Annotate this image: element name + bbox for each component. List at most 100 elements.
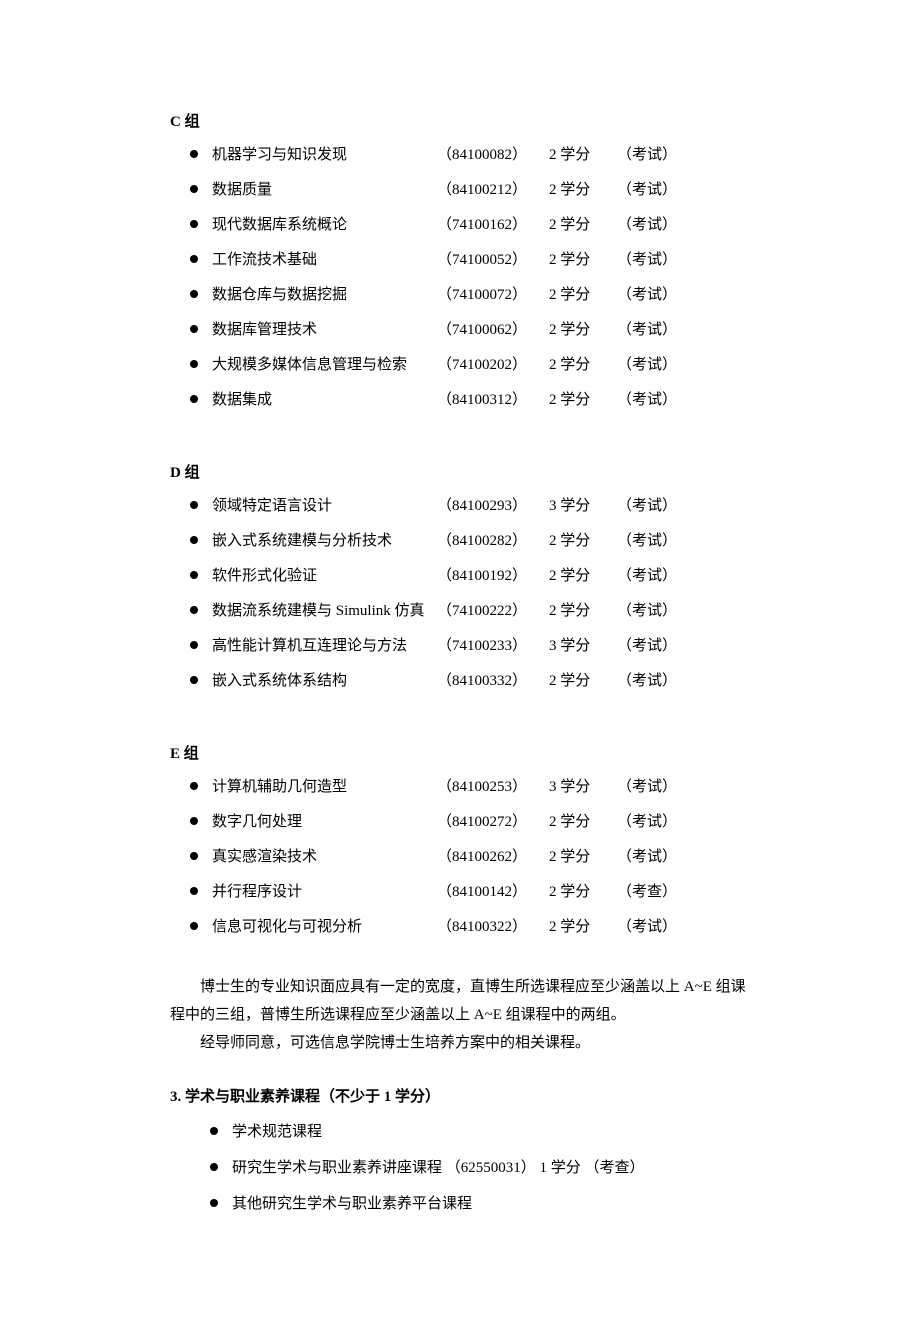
course-code: （74100072） [437,285,549,306]
course-list: 机器学习与知识发现（84100082）2 学分（考试）数据质量（84100212… [190,145,755,411]
bullet-icon [190,817,198,825]
course-credits: 2 学分 [549,180,617,201]
course-name: 计算机辅助几何造型 [212,777,437,798]
bullet-icon [190,395,198,403]
course-credits: 3 学分 [549,777,617,798]
course-item: 工作流技术基础（74100052）2 学分（考试） [190,250,755,271]
course-name: 数据质量 [212,180,437,201]
course-code: （74100202） [437,355,549,376]
course-assessment: （考试） [617,285,677,306]
course-item: 真实感渲染技术（84100262）2 学分（考试） [190,847,755,868]
course-assessment: （考查） [617,882,677,903]
course-code: （84100272） [437,812,549,833]
course-code: （84100282） [437,531,549,552]
course-credits: 2 学分 [549,917,617,938]
section-3-item: 研究生学术与职业素养讲座课程 （62550031） 1 学分 （考查） [210,1156,755,1180]
course-code: （74100233） [437,636,549,657]
course-name: 嵌入式系统建模与分析技术 [212,531,437,552]
bullet-icon [190,606,198,614]
course-code: （84100332） [437,671,549,692]
course-assessment: （考试） [617,566,677,587]
course-assessment: （考试） [617,601,677,622]
course-item: 计算机辅助几何造型（84100253）3 学分（考试） [190,777,755,798]
course-name: 大规模多媒体信息管理与检索 [212,355,437,376]
bullet-icon [190,360,198,368]
bullet-icon [190,325,198,333]
section-3-item-text: 其他研究生学术与职业素养平台课程 [232,1192,755,1216]
section-3-heading: 3. 学术与职业素养课程（不少于 1 学分） [170,1085,755,1106]
course-code: （74100052） [437,250,549,271]
course-code: （84100142） [437,882,549,903]
bullet-icon [190,185,198,193]
course-assessment: （考试） [617,145,677,166]
course-item: 领域特定语言设计（84100293）3 学分（考试） [190,496,755,517]
course-assessment: （考试） [617,355,677,376]
course-name: 数据流系统建模与 Simulink 仿真 [212,601,437,622]
course-credits: 2 学分 [549,847,617,868]
course-name: 高性能计算机互连理论与方法 [212,636,437,657]
course-name: 真实感渲染技术 [212,847,437,868]
group-heading: E 组 [170,742,755,763]
course-credits: 2 学分 [549,566,617,587]
course-assessment: （考试） [617,777,677,798]
course-code: （84100212） [437,180,549,201]
course-assessment: （考试） [617,812,677,833]
course-credits: 2 学分 [549,215,617,236]
bullet-icon [190,290,198,298]
bullet-icon [190,676,198,684]
course-groups: C 组机器学习与知识发现（84100082）2 学分（考试）数据质量（84100… [170,110,755,938]
course-item: 数据库管理技术（74100062）2 学分（考试） [190,320,755,341]
bullet-icon [190,922,198,930]
course-name: 并行程序设计 [212,882,437,903]
bullet-icon [210,1163,218,1171]
course-assessment: （考试） [617,847,677,868]
course-assessment: （考试） [617,390,677,411]
course-item: 并行程序设计（84100142）2 学分（考查） [190,882,755,903]
course-assessment: （考试） [617,180,677,201]
course-credits: 3 学分 [549,636,617,657]
bullet-icon [190,150,198,158]
course-item: 软件形式化验证（84100192）2 学分（考试） [190,566,755,587]
course-name: 嵌入式系统体系结构 [212,671,437,692]
course-assessment: （考试） [617,496,677,517]
course-assessment: （考试） [617,671,677,692]
description-paragraphs: 博士生的专业知识面应具有一定的宽度，直博生所选课程应至少涵盖以上 A~E 组课程… [170,974,755,1057]
course-item: 嵌入式系统建模与分析技术（84100282）2 学分（考试） [190,531,755,552]
course-name: 工作流技术基础 [212,250,437,271]
course-credits: 2 学分 [549,531,617,552]
course-code: （84100262） [437,847,549,868]
bullet-icon [190,852,198,860]
course-credits: 2 学分 [549,145,617,166]
section-3-item-text: 学术规范课程 [232,1120,755,1144]
course-item: 大规模多媒体信息管理与检索（74100202）2 学分（考试） [190,355,755,376]
paragraph-2: 经导师同意，可选信息学院博士生培养方案中的相关课程。 [170,1030,755,1058]
course-assessment: （考试） [617,215,677,236]
course-name: 机器学习与知识发现 [212,145,437,166]
course-code: （84100082） [437,145,549,166]
course-code: （74100222） [437,601,549,622]
course-item: 数据质量（84100212）2 学分（考试） [190,180,755,201]
course-credits: 2 学分 [549,390,617,411]
group-heading: C 组 [170,110,755,131]
course-name: 数据仓库与数据挖掘 [212,285,437,306]
course-assessment: （考试） [617,917,677,938]
page-container: C 组机器学习与知识发现（84100082）2 学分（考试）数据质量（84100… [0,0,920,1328]
course-name: 数据集成 [212,390,437,411]
course-code: （84100253） [437,777,549,798]
course-code: （84100192） [437,566,549,587]
course-item: 高性能计算机互连理论与方法（74100233）3 学分（考试） [190,636,755,657]
course-item: 嵌入式系统体系结构（84100332）2 学分（考试） [190,671,755,692]
course-credits: 2 学分 [549,355,617,376]
course-name: 信息可视化与可视分析 [212,917,437,938]
course-assessment: （考试） [617,250,677,271]
bullet-icon [210,1199,218,1207]
course-item: 数据集成（84100312）2 学分（考试） [190,390,755,411]
course-code: （84100312） [437,390,549,411]
course-credits: 2 学分 [549,671,617,692]
bullet-icon [210,1127,218,1135]
course-credits: 2 学分 [549,320,617,341]
course-credits: 2 学分 [549,812,617,833]
bullet-icon [190,220,198,228]
course-code: （74100162） [437,215,549,236]
course-assessment: （考试） [617,636,677,657]
